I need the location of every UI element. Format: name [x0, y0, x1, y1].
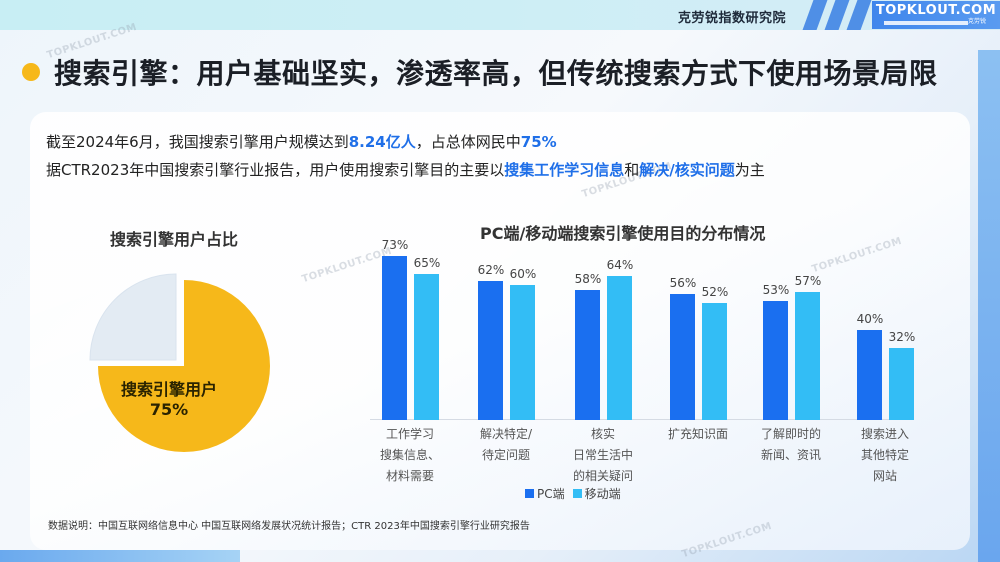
bar-mobile [414, 274, 439, 420]
pie-slice-label: 搜索引擎用户 75% [120, 380, 217, 419]
bar-pc [763, 301, 788, 420]
pie-chart [80, 262, 280, 462]
legend-swatch-pc [525, 489, 534, 498]
bar-pc [670, 294, 695, 420]
bar-value-label: 62% [477, 263, 505, 277]
legend-swatch-mobile [572, 489, 582, 498]
category-label: 工作学习 搜集信息、 材料需要 [379, 427, 440, 483]
category-label: 了解即时的 新闻、资讯 [760, 427, 821, 462]
page-title: 搜索引擎：用户基础坚实，渗透率高，但传统搜索方式下使用场景局限 [54, 57, 938, 90]
category-label: 解决特定/待定问题 [479, 427, 533, 462]
bar-mobile [607, 276, 632, 420]
bar-mobile [889, 348, 914, 420]
title-row: 搜索引擎：用户基础坚实，渗透率高，但传统搜索方式下使用场景局限 [22, 52, 938, 92]
bar-value-label: 64% [606, 258, 634, 272]
bar-value-label: 52% [701, 285, 729, 299]
top-banner: 克劳锐指数研究院 TOPKLOUT.COM 克劳锐 [0, 0, 1000, 30]
data-source-note: 数据说明：中国互联网络信息中心 中国互联网络发展状况统计报告；CTR 2023年… [48, 521, 530, 532]
bar-mobile [702, 303, 727, 420]
highlight-user-count: 8.24亿人 [348, 133, 416, 151]
bar-value-label: 40% [856, 312, 884, 326]
bar-pc [575, 290, 600, 420]
highlight-purpose-2: 解决/核实问题 [639, 161, 735, 179]
highlight-penetration: 75% [520, 133, 557, 151]
bullet-dot-icon [22, 63, 40, 81]
bar-group: 73% 65% [382, 238, 452, 420]
intro-text: 截至2024年6月，我国搜索引擎用户规模达到8.24亿人，占总体网民中75% 据… [46, 128, 765, 184]
bar-group: 40% 32% [857, 240, 927, 420]
brand-name: 克劳锐指数研究院 [678, 11, 787, 26]
bar-pc [382, 256, 407, 420]
intro-line-2: 据CTR2023年中国搜索引擎行业报告，用户使用搜索引擎目的主要以搜集工作学习信… [46, 161, 765, 179]
bar-mobile [510, 285, 535, 420]
decorative-stripes [800, 0, 872, 30]
bar-value-label: 60% [509, 267, 537, 281]
bar-chart: 73% 65% 62% 60% 58% 64% 56% 52% 53% 57% 40% 32% [360, 238, 915, 420]
bar-value-label: 56% [669, 276, 697, 290]
bar-value-label: 65% [413, 256, 441, 270]
bar-value-label: 53% [762, 283, 790, 297]
decorative-bottom-band [0, 550, 240, 562]
bar-mobile [795, 292, 820, 420]
topklout-logo: TOPKLOUT.COM 克劳锐 [872, 1, 1000, 29]
legend-item-pc: PC端 [525, 485, 565, 502]
pie-slice-users [98, 280, 270, 452]
highlight-purpose-1: 搜集工作学习信息 [504, 161, 625, 179]
category-label: 核实 日常生活中 的相关疑问 [572, 427, 633, 483]
category-label: 扩充知识面 [667, 427, 728, 441]
bar-group: 62% 60% [478, 240, 548, 420]
pie-slice-other [89, 273, 177, 361]
intro-line-1: 截至2024年6月，我国搜索引擎用户规模达到8.24亿人，占总体网民中75% [46, 133, 557, 151]
pie-chart-title: 搜索引擎用户占比 [110, 230, 239, 249]
chart-legend: PC端 移动端 [525, 485, 629, 502]
decorative-side-band [978, 50, 1000, 562]
category-label: 搜索进入 其他特定 网站 [860, 427, 909, 483]
bar-group: 58% 64% [575, 240, 645, 420]
bar-value-label: 57% [794, 274, 822, 288]
bar-pc [857, 330, 882, 420]
bar-value-label: 73% [381, 238, 409, 252]
bar-chart-title: PC端/移动端搜索引擎使用目的分布情况 [480, 224, 766, 243]
bar-group: 53% 57% [763, 240, 833, 420]
bar-value-label: 58% [574, 272, 602, 286]
bar-value-label: 32% [888, 330, 916, 344]
bar-group: 56% 52% [670, 240, 740, 420]
bar-pc [478, 281, 503, 420]
legend-item-mobile: 移动端 [572, 485, 621, 502]
